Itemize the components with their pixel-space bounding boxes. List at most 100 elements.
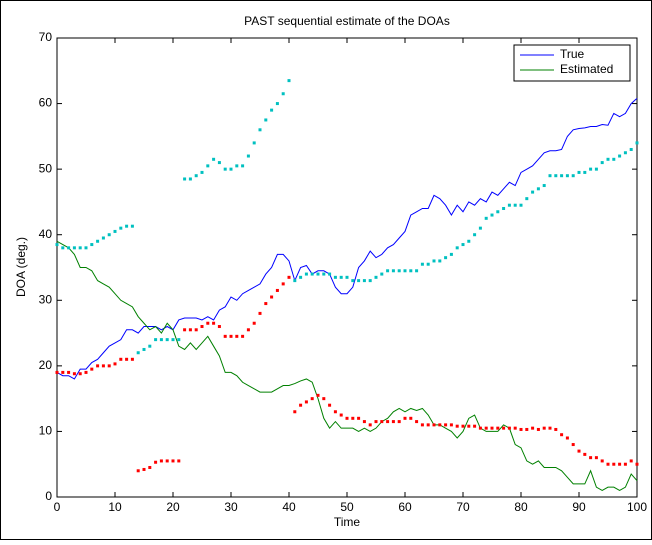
x-tick-label: 10 [108, 500, 122, 514]
dot [432, 259, 436, 263]
dot [130, 357, 134, 361]
x-tick-label: 20 [166, 500, 180, 514]
dot [618, 462, 622, 466]
dot [252, 141, 256, 145]
dot [426, 262, 430, 266]
dot [287, 275, 291, 279]
dot [252, 321, 256, 325]
dot [531, 426, 535, 430]
dot [519, 427, 523, 431]
dot [577, 170, 581, 174]
dot [444, 423, 448, 427]
dot [403, 416, 407, 420]
dot [246, 328, 250, 332]
dot [589, 456, 593, 460]
x-axis-label: Time [334, 515, 361, 529]
plot-area [56, 37, 638, 498]
dot [351, 279, 355, 283]
dot [241, 164, 245, 168]
dot [629, 459, 633, 463]
dot [420, 262, 424, 266]
dot [142, 347, 146, 351]
dot [571, 443, 575, 447]
dot [293, 410, 297, 414]
dot [345, 275, 349, 279]
dot [119, 226, 123, 230]
dot [101, 364, 105, 368]
dot [374, 420, 378, 424]
dot [432, 423, 436, 427]
dot [623, 151, 627, 155]
dot [600, 459, 604, 463]
dot [386, 420, 390, 424]
dot [536, 427, 540, 431]
x-tick-label: 90 [572, 500, 586, 514]
dot [490, 213, 494, 217]
dot [415, 269, 419, 273]
dot [113, 229, 117, 233]
legend-label: Estimated [560, 62, 613, 76]
dot [154, 338, 158, 342]
dot [171, 338, 175, 342]
dot [467, 239, 471, 243]
dot [629, 147, 633, 151]
dot [583, 452, 587, 456]
dot [293, 279, 297, 283]
dot [525, 427, 529, 431]
dot [507, 426, 511, 430]
dot [380, 272, 384, 276]
dot [473, 233, 477, 237]
dot [594, 456, 598, 460]
dot [101, 236, 105, 240]
dot [583, 170, 587, 174]
dot [159, 459, 163, 463]
dot [177, 338, 181, 342]
dot [310, 397, 314, 401]
x-tick-label: 0 [54, 500, 61, 514]
dot [635, 462, 639, 466]
dot [386, 269, 390, 273]
dot [565, 174, 569, 178]
dot [235, 334, 239, 338]
dot [594, 167, 598, 171]
dot [420, 423, 424, 427]
dot [125, 224, 129, 228]
dot [61, 246, 65, 250]
dot [490, 426, 494, 430]
dot [258, 311, 262, 315]
dot [612, 462, 616, 466]
dot [328, 403, 332, 407]
dot [246, 154, 250, 158]
x-tick-label: 30 [224, 500, 238, 514]
dot [357, 279, 361, 283]
dot [339, 275, 343, 279]
dot [229, 334, 233, 338]
dot [333, 275, 337, 279]
dot [299, 275, 303, 279]
dot [316, 272, 320, 276]
dot [484, 426, 488, 430]
dot [287, 79, 291, 83]
dot [67, 370, 71, 374]
dot [281, 282, 285, 286]
dot [612, 157, 616, 161]
dot [554, 174, 558, 178]
dot [525, 197, 529, 201]
line [56, 240, 638, 492]
dot [623, 462, 627, 466]
dot [194, 174, 198, 178]
legend-box [513, 44, 631, 82]
dot [212, 321, 216, 325]
dot [449, 423, 453, 427]
dot [571, 174, 575, 178]
dot [90, 367, 94, 371]
dot [536, 187, 540, 191]
dot [171, 459, 175, 463]
dot [148, 344, 152, 348]
dot [426, 423, 430, 427]
dot [264, 302, 268, 306]
dot [397, 420, 401, 424]
dot [212, 157, 216, 161]
dot [548, 426, 552, 430]
dot [565, 436, 569, 440]
